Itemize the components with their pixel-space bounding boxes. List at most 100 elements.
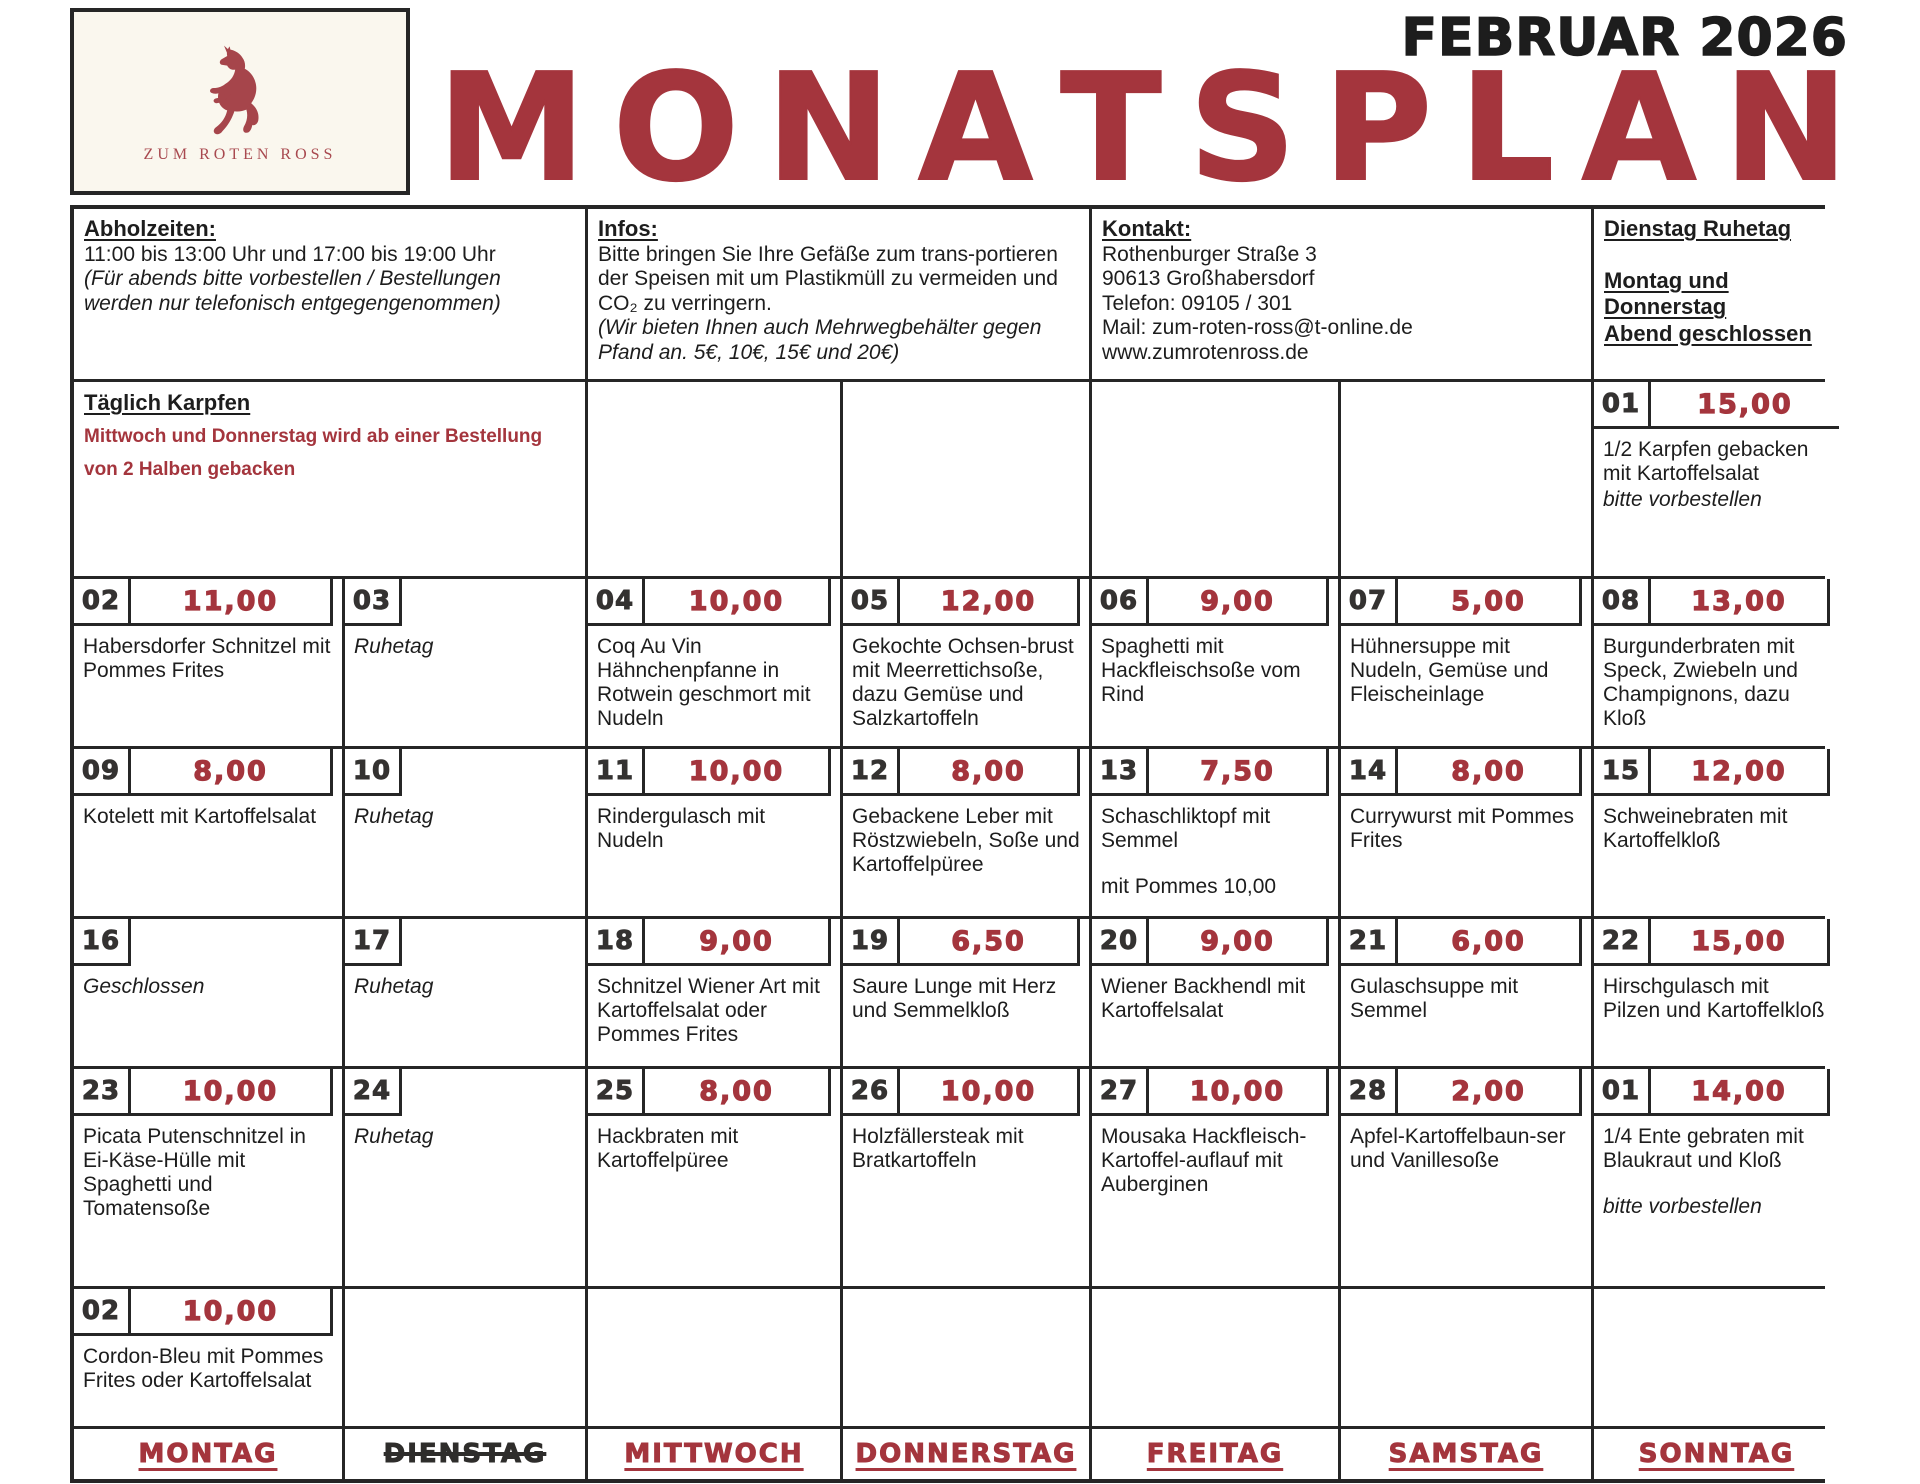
- day-cell: 08 13,00 Burgunderbraten mit Speck, Zwiebe…: [1594, 579, 1839, 746]
- day-strip: 25 8,00: [588, 1069, 840, 1116]
- empty-cell: [345, 1289, 585, 1426]
- day-cell: 15 12,00 Schweinebraten mit Kartoffelkloß: [1594, 749, 1839, 916]
- menu-desc: Ruhetag: [354, 805, 434, 828]
- weekday-cell-sonntag: SONNTAG: [1594, 1429, 1839, 1479]
- title-letter: A: [1581, 42, 1698, 214]
- menu-desc: Gekochte Ochsen-brust mit Meerrettichsoß…: [852, 635, 1074, 731]
- weekday-label-mittwoch: MITTWOCH: [624, 1439, 804, 1470]
- weekday-label-montag: MONTAG: [138, 1439, 278, 1470]
- day-number: 28: [1341, 1069, 1398, 1116]
- day-cell: 10 Ruhetag: [345, 749, 585, 916]
- day-price: 10,00: [900, 1069, 1080, 1116]
- restaurant-logo: ZUM ROTEN ROSS: [70, 8, 410, 195]
- infos-text: Bitte bringen Sie Ihre Gefäße zum trans-…: [598, 242, 1058, 315]
- day-price: 9,00: [1149, 579, 1329, 626]
- menu-desc: Ruhetag: [354, 635, 434, 658]
- infos-note: (Wir bieten Ihnen auch Mehrwegbehälter g…: [598, 316, 1042, 364]
- day-price: 8,00: [131, 749, 333, 796]
- day-cell: 28 2,00 Apfel-Kartoffelbaun-ser und Vanill…: [1341, 1069, 1591, 1286]
- daily-carp-note: Mittwoch und Donnerstag wird ab einer Be…: [84, 426, 543, 481]
- menu-desc: Coq Au Vin Hähnchenpfanne in Rotwein ges…: [597, 635, 811, 731]
- title-letter: S: [1188, 42, 1297, 214]
- day-number: 19: [843, 919, 900, 966]
- day-number: 03: [345, 579, 402, 626]
- day-cell: 26 10,00 Holzfällersteak mit Bratkartoffel…: [843, 1069, 1089, 1286]
- day-cell: 25 8,00 Hackbraten mit Kartoffelpüree: [588, 1069, 840, 1286]
- day-price: 14,00: [1651, 1069, 1830, 1116]
- rearing-horse-icon: [210, 45, 259, 134]
- day-price: 5,00: [1398, 579, 1582, 626]
- menu-note: mit Pommes 10,00: [1101, 875, 1277, 899]
- day-strip: 10: [345, 749, 585, 796]
- day-price: 2,00: [1398, 1069, 1582, 1116]
- day-strip: 01 14,00: [1594, 1069, 1839, 1116]
- title-letter: P: [1322, 42, 1432, 214]
- title-letter: O: [612, 42, 740, 214]
- menu-desc: Holzfällersteak mit Bratkartoffeln: [852, 1125, 1024, 1173]
- weekday-label-donnerstag: DONNERSTAG: [855, 1439, 1077, 1470]
- day-strip: 28 2,00: [1341, 1069, 1591, 1116]
- closed-days-cell: Dienstag Ruhetag Montag und Donnerstag A…: [1594, 209, 1839, 379]
- menu-note: bitte vorbestellen: [1603, 488, 1762, 512]
- title-letter: T: [1059, 42, 1162, 214]
- weekday-cell-freitag: FREITAG: [1092, 1429, 1338, 1479]
- weekday-cell-mittwoch: MITTWOCH: [588, 1429, 840, 1479]
- day-number: 16: [74, 919, 131, 966]
- day-cell: 12 8,00 Gebackene Leber mit Röstzwiebeln, …: [843, 749, 1089, 916]
- day-number: 01: [1594, 382, 1651, 429]
- weekday-label-dienstag: DIENSTAG: [383, 1439, 547, 1470]
- menu-desc: Gebackene Leber mit Röstzwiebeln, Soße u…: [852, 805, 1080, 877]
- day-number: 13: [1092, 749, 1149, 796]
- weekday-label-sonntag: SONNTAG: [1638, 1439, 1795, 1470]
- day-price: 7,50: [1149, 749, 1329, 796]
- day-number: 09: [74, 749, 131, 796]
- infos-cell: Infos: Bitte bringen Sie Ihre Gefäße zum…: [588, 209, 1089, 379]
- day-strip: 05 12,00: [843, 579, 1089, 626]
- title-letter: A: [917, 42, 1034, 214]
- day-price: 10,00: [131, 1289, 333, 1336]
- day-strip: 20 9,00: [1092, 919, 1338, 966]
- day-price: 12,00: [900, 579, 1080, 626]
- menu-desc: Rindergulasch mit Nudeln: [597, 805, 766, 853]
- day-strip: 06 9,00: [1092, 579, 1338, 626]
- menu-desc: Ruhetag: [354, 975, 434, 998]
- menu-desc: Hühnersuppe mit Nudeln, Gemüse und Fleis…: [1350, 635, 1549, 707]
- menu-desc: Kotelett mit Kartoffelsalat: [83, 805, 317, 828]
- day-number: 18: [588, 919, 645, 966]
- day-strip: 11 10,00: [588, 749, 840, 796]
- day-strip: 14 8,00: [1341, 749, 1591, 796]
- day-strip: 09 8,00: [74, 749, 342, 796]
- day-price: 6,00: [1398, 919, 1582, 966]
- menu-desc: Schaschliktopf mit Semmel: [1101, 805, 1271, 853]
- day-price: 15,00: [1651, 919, 1830, 966]
- menu-desc: Burgunderbraten mit Speck, Zwiebeln und …: [1603, 635, 1798, 731]
- day-cell: 23 10,00 Picata Putenschnitzel in Ei-Käse-…: [74, 1069, 342, 1286]
- day-strip: 21 6,00: [1341, 919, 1591, 966]
- day-cell: 17 Ruhetag: [345, 919, 585, 1066]
- menu-desc: Hirschgulasch mit Pilzen und Kartoffelkl…: [1603, 975, 1825, 1023]
- month-label: FEBRUAR 2026: [1401, 8, 1848, 68]
- empty-cell: [843, 1289, 1089, 1426]
- day-number: 01: [1594, 1069, 1651, 1116]
- day-price: 10,00: [645, 749, 831, 796]
- menu-desc: Picata Putenschnitzel in Ei-Käse-Hülle m…: [83, 1125, 306, 1221]
- weekday-cell-donnerstag: DONNERSTAG: [843, 1429, 1089, 1479]
- day-cell: 19 6,50 Saure Lunge mit Herz und Semmelklo…: [843, 919, 1089, 1066]
- day-cell: 05 12,00 Gekochte Ochsen-brust mit Meerret…: [843, 579, 1089, 746]
- day-price: 13,00: [1651, 579, 1830, 626]
- day-price: 10,00: [131, 1069, 333, 1116]
- day-number: 10: [345, 749, 402, 796]
- day-price: 8,00: [645, 1069, 831, 1116]
- day-strip: 26 10,00: [843, 1069, 1089, 1116]
- day-strip: 19 6,50: [843, 919, 1089, 966]
- day-number: 22: [1594, 919, 1651, 966]
- day-number: 14: [1341, 749, 1398, 796]
- day-number: 12: [843, 749, 900, 796]
- daily-carp-heading: Täglich Karpfen: [84, 390, 251, 415]
- pickup-times-cell: Abholzeiten: 11:00 bis 13:00 Uhr und 17:…: [74, 209, 585, 379]
- day-number: 20: [1092, 919, 1149, 966]
- day-price: 8,00: [1398, 749, 1582, 796]
- day-number: 08: [1594, 579, 1651, 626]
